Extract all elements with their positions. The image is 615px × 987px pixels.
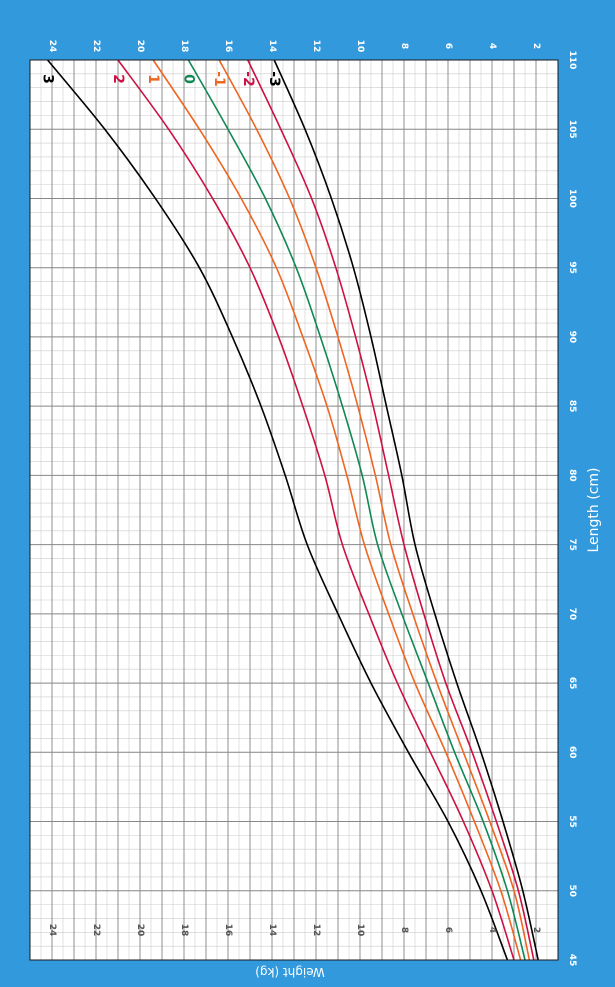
- x-tick-label: 105: [567, 120, 577, 139]
- y-tick-label: 14: [267, 40, 277, 53]
- series-line-3: [46, 59, 509, 961]
- x-tick-label: 85: [567, 400, 577, 413]
- y-tick-label: 16: [223, 924, 233, 937]
- series-line-1: [152, 59, 522, 961]
- x-tick-label: 50: [567, 885, 577, 898]
- y-tick-label: 16: [223, 40, 233, 53]
- y-tick-label: 10: [355, 40, 365, 53]
- y-tick-label: 6: [443, 43, 453, 49]
- y-tick-label: 2: [531, 927, 541, 933]
- x-tick-label: 110: [567, 51, 577, 70]
- y-tick-label: 12: [311, 40, 321, 53]
- series-labels: 3 2 1 0 -1 -2 -3: [40, 71, 283, 87]
- series-line--2: [247, 59, 535, 961]
- y-tick-label: 10: [355, 924, 365, 937]
- plot-border: [29, 59, 559, 961]
- y-axis-label: Weight (kg): [255, 965, 325, 979]
- x-tick-label: 75: [567, 538, 577, 551]
- y-tick-label: 22: [91, 40, 101, 53]
- x-tick-label: 70: [567, 608, 577, 621]
- y-tick-label: 20: [135, 924, 145, 937]
- series-label-1: 1: [145, 74, 161, 84]
- series-label--3: -3: [266, 71, 282, 87]
- series-line--1: [218, 59, 531, 961]
- y-tick-label: 2: [531, 43, 541, 49]
- y-tick-label: 18: [179, 40, 189, 53]
- series-label--1: -1: [211, 71, 227, 87]
- y-tick-label: 20: [135, 40, 145, 53]
- y-tick-label: 8: [399, 43, 409, 49]
- y-tick-label: 24: [47, 40, 57, 53]
- series-label--2: -2: [240, 71, 256, 87]
- series-label-3: 3: [40, 74, 56, 84]
- y-tick-label: 4: [487, 927, 497, 933]
- y-tick-label: 22: [91, 924, 101, 937]
- series-layer: [46, 59, 539, 961]
- y-tick-label: 24: [47, 924, 57, 937]
- y-tick-label: 12: [311, 924, 321, 937]
- y-tick-label: 14: [267, 924, 277, 937]
- series-label-2: 2: [110, 74, 126, 84]
- series-label-0: 0: [180, 74, 196, 84]
- x-tick-label: 80: [567, 469, 577, 482]
- x-tick-label: 65: [567, 677, 577, 690]
- x-tick-label: 60: [567, 746, 577, 759]
- x-tick-label: 90: [567, 331, 577, 344]
- y-tick-label: 4: [487, 43, 497, 49]
- x-tick-label: 45: [567, 954, 577, 967]
- x-tick-label: 95: [567, 261, 577, 274]
- y-tick-label: 18: [179, 924, 189, 937]
- x-tick-labels: 45 50 55 60 65 70 75 80 85 90 95 100 105 110: [567, 51, 577, 967]
- x-axis-label: Length (cm): [586, 468, 602, 553]
- y-tick-label: 6: [443, 927, 453, 933]
- series-line--3: [273, 59, 539, 961]
- x-tick-label: 100: [567, 189, 577, 208]
- grid-major: [29, 59, 559, 961]
- x-tick-label: 55: [567, 815, 577, 828]
- series-line-0: [187, 59, 526, 961]
- y-tick-label: 8: [399, 927, 409, 933]
- series-line-2: [117, 59, 515, 961]
